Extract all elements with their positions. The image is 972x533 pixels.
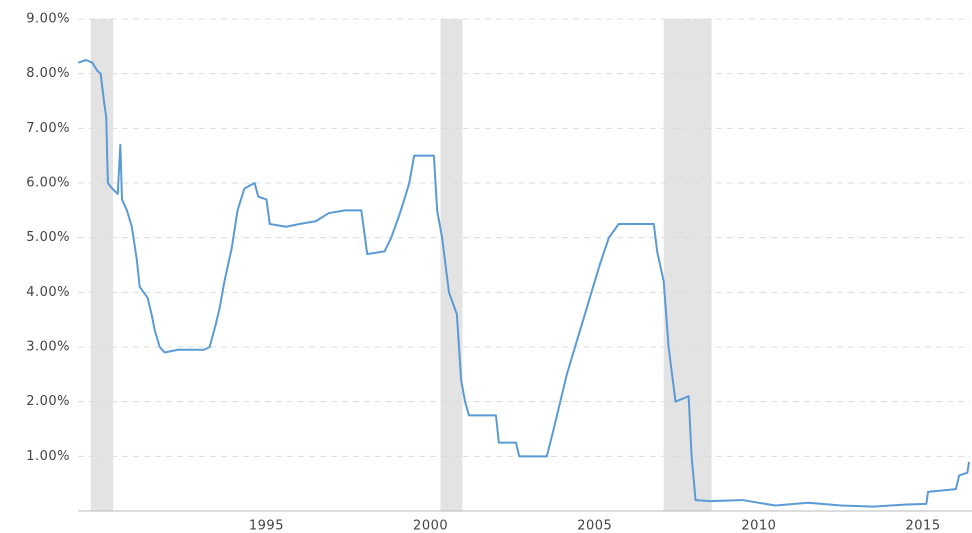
x-tick-label: 2005: [577, 519, 612, 533]
y-tick-label: 1.00%: [26, 449, 70, 464]
y-tick-label: 4.00%: [26, 285, 70, 300]
y-tick-label: 3.00%: [26, 340, 70, 355]
y-tick-label: 2.00%: [26, 394, 70, 409]
x-tick-label: 2000: [413, 519, 448, 533]
recession-band: [663, 19, 712, 511]
y-tick-label: 7.00%: [26, 121, 70, 136]
y-tick-label: 9.00%: [26, 12, 70, 27]
x-tick-label: 1995: [249, 519, 284, 533]
x-tick-label: 2015: [906, 519, 941, 533]
y-tick-label: 8.00%: [26, 66, 70, 81]
rate-line: [77, 59, 971, 508]
y-tick-label: 5.00%: [26, 230, 70, 245]
recession-band: [440, 19, 463, 511]
x-tick-label: 2010: [741, 519, 776, 533]
y-tick-label: 6.00%: [26, 176, 70, 191]
